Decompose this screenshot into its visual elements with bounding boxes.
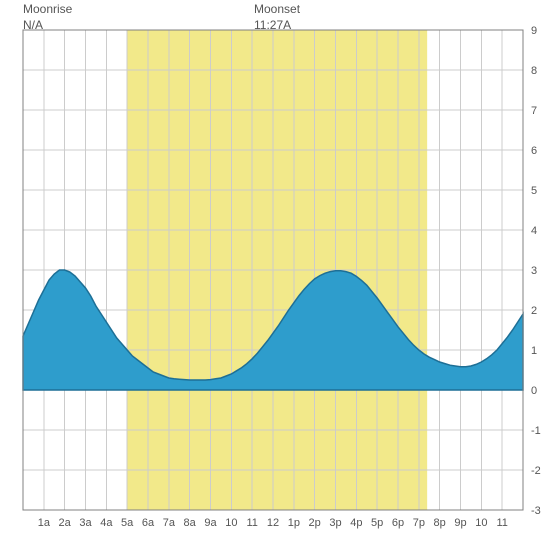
svg-text:2: 2	[531, 305, 537, 317]
svg-text:7a: 7a	[163, 517, 176, 529]
svg-text:4: 4	[531, 225, 537, 237]
svg-text:6p: 6p	[392, 517, 404, 529]
svg-text:8a: 8a	[184, 517, 197, 529]
svg-text:9p: 9p	[454, 517, 466, 529]
svg-text:-3: -3	[531, 505, 541, 517]
svg-text:12: 12	[267, 517, 279, 529]
svg-text:4p: 4p	[350, 517, 362, 529]
moonrise-value: N/A	[23, 18, 72, 34]
svg-text:5: 5	[531, 185, 537, 197]
svg-text:11: 11	[246, 517, 257, 529]
svg-text:3p: 3p	[329, 517, 341, 529]
svg-text:-1: -1	[531, 425, 541, 437]
svg-text:8p: 8p	[434, 517, 446, 529]
svg-text:1a: 1a	[38, 517, 51, 529]
svg-text:1: 1	[531, 345, 537, 357]
svg-text:9a: 9a	[204, 517, 217, 529]
svg-text:8: 8	[531, 65, 537, 77]
moonrise-label: Moonrise	[23, 2, 72, 18]
svg-text:10: 10	[225, 517, 237, 529]
moonrise-block: Moonrise N/A	[23, 2, 72, 33]
svg-text:-2: -2	[531, 465, 541, 477]
svg-text:3a: 3a	[79, 517, 92, 529]
svg-text:5p: 5p	[371, 517, 383, 529]
tide-chart: -3-2-101234567891a2a3a4a5a6a7a8a9a101112…	[0, 0, 550, 550]
svg-text:11: 11	[496, 517, 507, 529]
svg-text:0: 0	[531, 385, 537, 397]
svg-text:7: 7	[531, 105, 537, 117]
svg-text:3: 3	[531, 265, 537, 277]
svg-text:7p: 7p	[413, 517, 425, 529]
tide-chart-container: Moonrise N/A Moonset 11:27A -3-2-1012345…	[0, 0, 550, 550]
svg-text:6: 6	[531, 145, 537, 157]
svg-text:6a: 6a	[142, 517, 155, 529]
moonset-value: 11:27A	[254, 18, 300, 34]
svg-text:2a: 2a	[59, 517, 72, 529]
svg-text:9: 9	[531, 25, 537, 37]
svg-text:10: 10	[475, 517, 487, 529]
moonset-label: Moonset	[254, 2, 300, 18]
svg-text:1p: 1p	[288, 517, 300, 529]
svg-text:2p: 2p	[309, 517, 321, 529]
svg-text:4a: 4a	[100, 517, 113, 529]
svg-text:5a: 5a	[121, 517, 134, 529]
moonset-block: Moonset 11:27A	[254, 2, 300, 33]
